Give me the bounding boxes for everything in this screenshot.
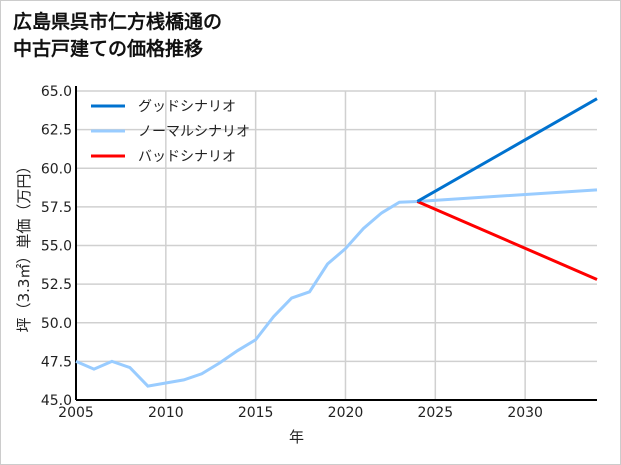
x-tick-label: 2015 — [238, 405, 274, 421]
y-tick-label: 57.5 — [41, 200, 72, 216]
y-tick-label: 65.0 — [41, 84, 72, 100]
legend-label: グッドシナリオ — [138, 99, 236, 115]
y-tick-label: 55.0 — [41, 239, 72, 255]
y-tick-label: 47.5 — [41, 354, 72, 370]
y-tick-label: 50.0 — [41, 316, 72, 332]
title-line-1: 広島県呉市仁方桟橋通の — [13, 11, 223, 33]
x-axis-label: 年 — [289, 428, 304, 446]
x-tick-label: 2020 — [328, 405, 364, 421]
legend-label: バッドシナリオ — [138, 149, 236, 165]
series-line-2 — [416, 200, 598, 281]
chart-title: 広島県呉市仁方桟橋通の 中古戸建ての価格推移 — [13, 9, 222, 63]
x-tick-label: 2010 — [148, 405, 184, 421]
legend-label: ノーマルシナリオ — [138, 124, 250, 140]
y-axis-label: 坪（3.3㎡）単価（万円） — [15, 159, 33, 333]
y-tick-label: 45.0 — [41, 393, 72, 409]
series-line-1 — [75, 188, 598, 388]
y-tick-label: 62.5 — [41, 123, 72, 139]
y-tick-label: 60.0 — [41, 161, 72, 177]
series-line-0 — [416, 97, 598, 203]
x-tick-label: 2025 — [417, 405, 453, 421]
x-tick-label: 2030 — [507, 405, 543, 421]
title-line-2: 中古戸建ての価格推移 — [13, 38, 204, 60]
x-tick-label: 2005 — [58, 405, 94, 421]
y-tick-label: 52.5 — [41, 277, 72, 293]
